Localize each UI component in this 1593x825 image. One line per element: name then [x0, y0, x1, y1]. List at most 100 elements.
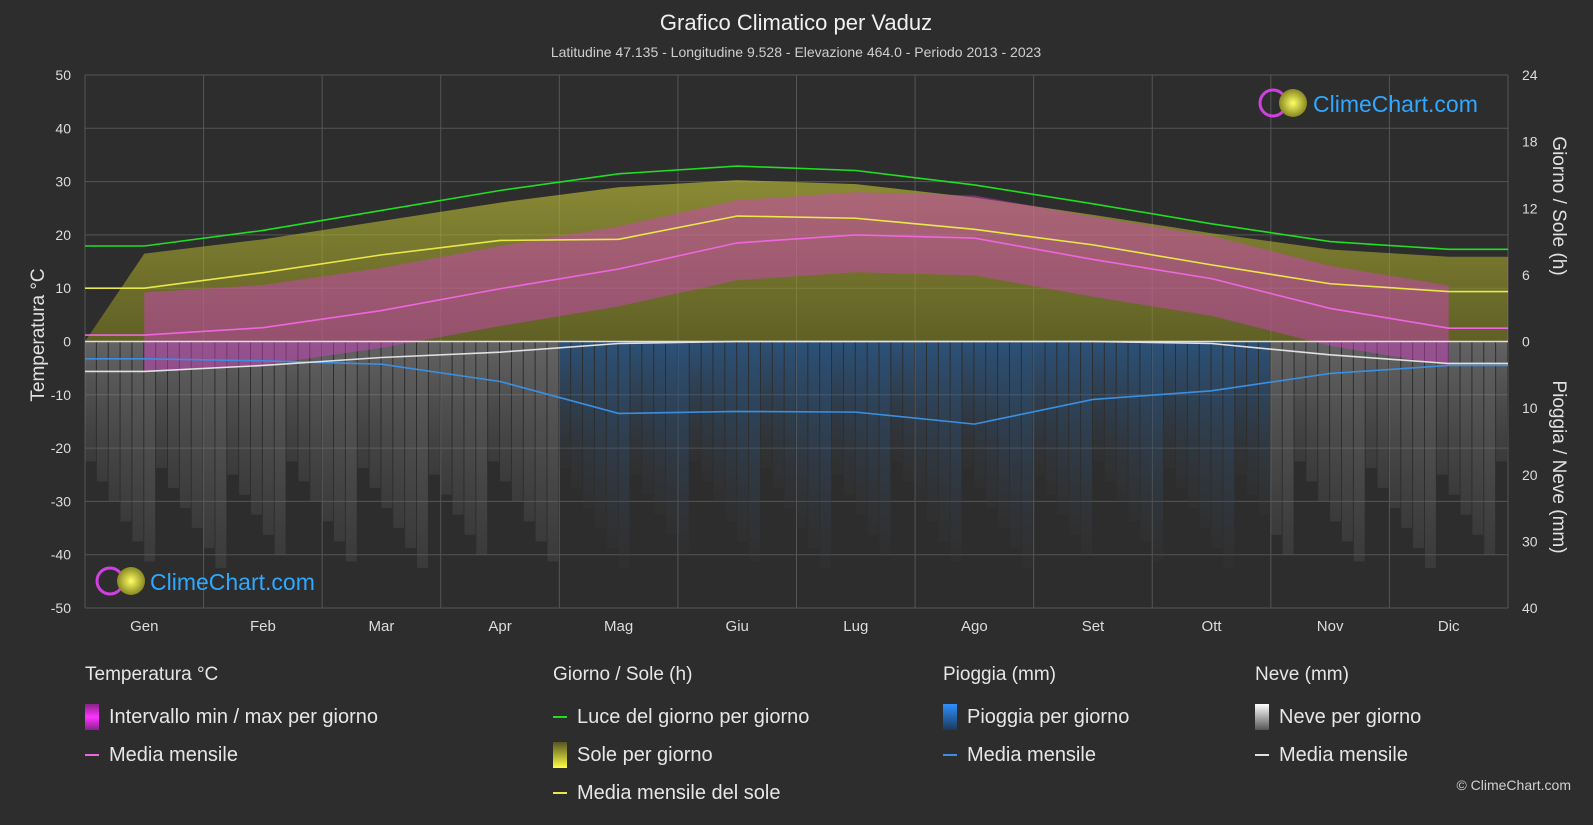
precip-bar — [251, 341, 262, 515]
copyright: © ClimeChart.com — [1456, 777, 1571, 793]
precip-bar — [357, 341, 369, 469]
precip-bar — [345, 341, 357, 562]
right-tick-label: 0 — [1522, 334, 1530, 350]
right-tick-label: 10 — [1522, 400, 1538, 416]
month-tick-label: Feb — [250, 618, 276, 635]
precip-bar — [452, 341, 464, 515]
legend-label: Media mensile — [1279, 743, 1408, 766]
precip-bar — [203, 341, 215, 549]
precip-bar — [405, 341, 417, 549]
legend-item: Sole per giorno — [553, 736, 809, 774]
left-tick-label: -20 — [51, 440, 71, 456]
precip-bar — [1187, 341, 1199, 509]
precip-bar — [1353, 341, 1365, 562]
precip-bar — [1235, 341, 1247, 475]
right-tick-label: 24 — [1522, 67, 1538, 83]
precip-bar — [179, 341, 191, 509]
precip-bar — [1424, 341, 1436, 569]
right-tick-label: 12 — [1522, 200, 1538, 216]
precip-bar — [630, 341, 642, 475]
precip-bar — [1152, 341, 1164, 562]
precip-bar — [606, 341, 618, 549]
precip-bar — [1021, 341, 1033, 569]
precip-bar — [1496, 341, 1507, 462]
precip-bar — [1341, 341, 1353, 542]
temp-range-band — [144, 192, 1449, 373]
right-axis-title-top: Giorno / Sole (h) — [1548, 136, 1569, 275]
precip-bar — [274, 341, 286, 555]
right-tick-label: 20 — [1522, 467, 1538, 483]
precip-bar — [867, 341, 879, 535]
precip-bar — [322, 341, 334, 522]
legend-snow: Neve (mm) Neve per giorno Media mensile — [1255, 664, 1421, 774]
precip-bar — [108, 341, 120, 502]
precip-bar — [677, 341, 689, 555]
precip-bar — [891, 341, 903, 462]
precip-bar — [1401, 341, 1413, 529]
right-tick-label: 40 — [1522, 600, 1538, 616]
legend-sun: Giorno / Sole (h) Luce del giorno per gi… — [553, 664, 809, 812]
precip-bar — [1057, 341, 1069, 515]
precip-bar — [618, 341, 630, 569]
precip-bar — [689, 341, 701, 462]
month-tick-label: Mar — [369, 618, 395, 635]
precip-bar — [227, 341, 239, 475]
chart-subtitle: Latitudine 47.135 - Longitudine 9.528 - … — [551, 44, 1042, 60]
precip-bar — [1484, 341, 1496, 555]
left-tick-label: -40 — [51, 547, 71, 563]
legend-label: Luce del giorno per giorno — [577, 705, 810, 728]
precip-bar — [96, 341, 108, 482]
month-tick-label: Set — [1082, 618, 1105, 635]
legend-label: Media mensile — [967, 743, 1096, 766]
precip-bar — [1306, 341, 1318, 482]
precip-bar — [1294, 341, 1306, 462]
precip-bar — [926, 341, 938, 522]
precip-bar — [1247, 341, 1258, 495]
precip-bar — [915, 341, 926, 502]
precip-bar — [239, 341, 251, 495]
precip-bar — [559, 341, 571, 469]
precip-bar — [1045, 341, 1057, 495]
precip-bar — [464, 341, 476, 535]
precip-bar — [132, 341, 144, 542]
precip-bar — [879, 341, 891, 555]
legend-item: Neve per giorno — [1255, 698, 1421, 736]
logo-text: ClimeChart.com — [1313, 91, 1478, 117]
precip-bar — [156, 341, 168, 469]
precip-bar — [286, 341, 298, 462]
left-tick-label: -50 — [51, 600, 71, 616]
temp-mean-line — [85, 234, 1508, 336]
rain-mean-line-icon — [943, 754, 957, 756]
precip-bar — [1104, 341, 1116, 482]
precip-bar — [1033, 341, 1045, 475]
precip-bar — [796, 341, 808, 529]
precip-bar — [1164, 341, 1175, 469]
logo-bottom: ClimeChart.com — [95, 566, 315, 596]
precip-bar — [369, 341, 381, 489]
precip-bar — [1318, 341, 1330, 502]
precip-bar — [654, 341, 666, 515]
snow-mean-line-icon — [1255, 754, 1269, 756]
precip-bar — [760, 341, 772, 469]
precip-bar — [713, 341, 725, 502]
precip-bar — [547, 341, 559, 562]
precip-bar — [1116, 341, 1128, 502]
right-tick-label: 6 — [1522, 267, 1530, 283]
precip-bar — [1436, 341, 1448, 475]
precip-bar — [1092, 341, 1104, 462]
precip-bar — [974, 341, 986, 489]
precip-bar — [737, 341, 749, 542]
precip-bar — [1270, 341, 1282, 535]
chart-title: Grafico Climatico per Vaduz — [660, 10, 932, 35]
left-tick-label: 50 — [55, 67, 71, 83]
daylight-line-icon — [553, 716, 567, 718]
legend-item: Media mensile del sole — [553, 774, 809, 812]
precip-bar — [820, 341, 832, 569]
month-tick-label: Mag — [604, 618, 633, 635]
legend-label: Pioggia per giorno — [967, 705, 1130, 728]
precip-bar — [1081, 341, 1092, 555]
logo-sun-icon — [1279, 89, 1307, 117]
legend-heading: Temperatura °C — [85, 664, 219, 685]
precip-bar — [535, 341, 547, 542]
legend-item: Luce del giorno per giorno — [553, 698, 809, 736]
